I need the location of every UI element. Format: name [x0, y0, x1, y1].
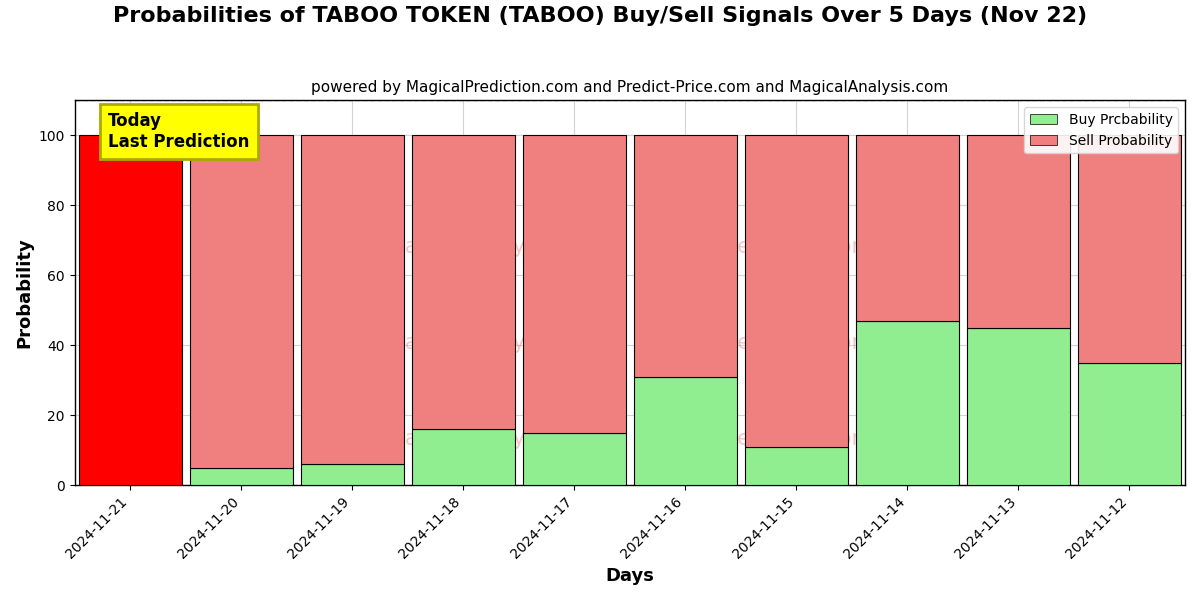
Text: MagicalAnalysis.com     MagicalPrediction.com: MagicalAnalysis.com MagicalPrediction.co…: [388, 333, 872, 353]
Bar: [1078, 136, 1181, 362]
Text: Today
Last Prediction: Today Last Prediction: [108, 112, 250, 151]
Bar: [78, 136, 182, 485]
Bar: [856, 136, 959, 320]
X-axis label: Days: Days: [605, 567, 654, 585]
Bar: [412, 429, 515, 485]
Legend: Buy Prcbability, Sell Probability: Buy Prcbability, Sell Probability: [1024, 107, 1178, 154]
Text: Probabilities of TABOO TOKEN (TABOO) Buy/Sell Signals Over 5 Days (Nov 22): Probabilities of TABOO TOKEN (TABOO) Buy…: [113, 6, 1087, 26]
Bar: [190, 467, 293, 485]
Bar: [301, 136, 404, 464]
Bar: [745, 136, 848, 446]
Text: MagicalAnalysis.com     MagicalPrediction.com: MagicalAnalysis.com MagicalPrediction.co…: [388, 236, 872, 257]
Bar: [745, 446, 848, 485]
Bar: [967, 328, 1070, 485]
Bar: [190, 136, 293, 467]
Text: MagicalAnalysis.com     MagicalPrediction.com: MagicalAnalysis.com MagicalPrediction.co…: [388, 429, 872, 449]
Bar: [1078, 362, 1181, 485]
Bar: [967, 136, 1070, 328]
Bar: [856, 320, 959, 485]
Bar: [634, 377, 737, 485]
Bar: [634, 136, 737, 377]
Title: powered by MagicalPrediction.com and Predict-Price.com and MagicalAnalysis.com: powered by MagicalPrediction.com and Pre…: [311, 80, 948, 95]
Bar: [412, 136, 515, 429]
Bar: [523, 433, 626, 485]
Y-axis label: Probability: Probability: [16, 238, 34, 348]
Bar: [523, 136, 626, 433]
Bar: [301, 464, 404, 485]
